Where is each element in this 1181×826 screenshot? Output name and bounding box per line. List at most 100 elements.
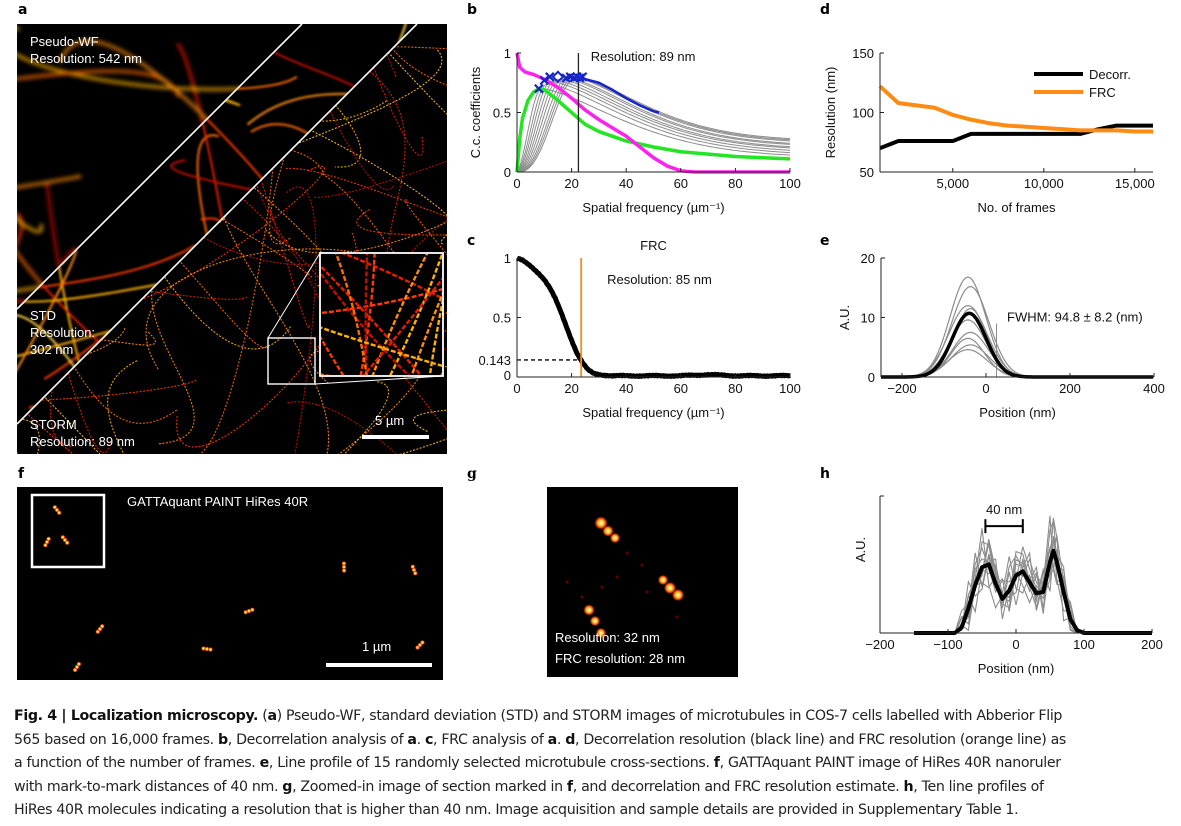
nanoruler-spot [341, 567, 347, 574]
chart-e: −200 0 200 400 0 10 20 Position (nm) A.U. FWHM: 9… [837, 251, 1165, 420]
chart-b: 0 20 40 60 80 100 0 0.5 1 Spatial frequency (µm⁻¹… [468, 46, 801, 215]
microtubule-fiber [190, 95, 447, 222]
inset-source-box[interactable] [267, 337, 316, 385]
caption-text: , Ten line profiles of [913, 778, 1044, 795]
microtubule-image [17, 24, 447, 454]
microtubule-fiber [58, 24, 292, 350]
nanoruler-spot [595, 627, 607, 639]
inset-fiber [321, 326, 442, 367]
microtubule-fiber [440, 138, 447, 245]
caption-bold: b [217, 731, 228, 748]
nanoruler-spot [419, 639, 426, 646]
x-tick-label: −200 [865, 637, 894, 652]
microtubule-fiber [383, 35, 447, 142]
caption-text: , GATTAquant PAINT image of HiRes 40R na… [719, 755, 1061, 771]
nanoruler-spot [657, 574, 669, 586]
nanoruler-spot [249, 607, 255, 613]
scale-bar-label: 5 µm [375, 413, 405, 428]
microtubule-fiber [249, 122, 302, 260]
microtubule-fiber [145, 248, 350, 371]
background-speck [580, 595, 584, 599]
x-tick-label: 0 [513, 381, 520, 396]
peak-marker-x [577, 72, 588, 82]
inset-zoom [321, 254, 442, 375]
panel-label-g: g [467, 466, 477, 482]
caption-text: a function of the number of frames. [14, 755, 260, 771]
microtubule-fiber [162, 413, 417, 423]
peak-marker-x [544, 72, 555, 82]
nanoruler-zoom-spots [565, 516, 685, 639]
microtubule-fiber [196, 134, 291, 424]
profile-line [880, 337, 1154, 378]
chart-d: 5,000 10,000 15,000 50 100 150 No. of frames Re… [823, 46, 1155, 215]
x-tick-label: 200 [1141, 637, 1163, 652]
x-tick-label: 60 [674, 176, 688, 191]
microtubule-fiber [17, 244, 197, 372]
zoom-region-box[interactable] [30, 493, 106, 569]
x-axis-label: Position (nm) [979, 405, 1056, 420]
y-tick-label: 0.143 [478, 353, 511, 368]
microtubule-fiber [265, 30, 447, 254]
x-tick-label: 0 [982, 381, 989, 396]
inset-background [320, 253, 443, 376]
microtubule-fiber [120, 24, 282, 52]
y-tick-label: 1 [504, 46, 511, 61]
frc-resolution-line [878, 84, 1153, 134]
microtubule-fiber [151, 249, 195, 445]
x-tick-label: 100 [779, 381, 801, 396]
microtubule-fiber [17, 24, 104, 30]
caption-text: , Zoomed-in image of section marked in [292, 778, 567, 795]
y-tick-label: 20 [861, 251, 875, 266]
divider-line-std-storm [17, 24, 418, 425]
inset-fiber [364, 254, 369, 375]
panel-label-a: a [18, 2, 28, 18]
x-tick-label: −100 [933, 637, 962, 652]
x-tick-label: 400 [1143, 381, 1165, 396]
microtubule-fiber [188, 99, 276, 454]
microtubule-fiber [50, 154, 95, 447]
caption-bold: a [267, 708, 277, 724]
y-axis-label: A.U. [853, 537, 868, 562]
microtubule-fiber [191, 218, 253, 309]
microtubule-fiber [107, 360, 182, 454]
x-tick-label: −200 [887, 381, 916, 396]
nanoruler-spot [207, 646, 214, 653]
microtubule-fiber [254, 186, 317, 454]
nanoruler-spot [99, 623, 105, 629]
y-tick-label: 150 [852, 46, 874, 61]
x-tick-label: 20 [564, 381, 578, 396]
microtubule-fiber [344, 24, 424, 157]
y-axis-label: A.U. [837, 305, 852, 330]
panel-label-h: h [820, 466, 830, 482]
y-tick-label: 50 [860, 165, 874, 180]
y-tick-label: 0 [504, 368, 511, 383]
peak-marker-diamond [551, 70, 565, 84]
x-tick-label: 200 [1059, 381, 1081, 396]
background-speck [625, 551, 629, 555]
caption-bold: e [259, 755, 270, 771]
y-tick-label: 0 [504, 165, 511, 180]
resolution-storm: Resolution: 89 nm [30, 434, 135, 449]
label-std: STD [30, 308, 56, 323]
chart-title: FRC [640, 238, 667, 253]
profile-line [880, 319, 1154, 378]
inset-box[interactable] [319, 252, 444, 377]
caption-line: with mark-to-mark distances of 40 nm. g,… [14, 776, 1174, 800]
background-speck [565, 580, 569, 584]
microtubule-fiber [269, 24, 447, 245]
microtubule-fiber [17, 418, 40, 454]
profile-line [880, 276, 1154, 378]
caption-text: ) Pseudo-WF, standard deviation (STD) an… [276, 708, 1063, 724]
panel-label-e: e [820, 233, 830, 249]
nanoruler-spot [583, 604, 595, 616]
inset-fiber [389, 254, 442, 375]
caption-text: , Decorrelation analysis of [227, 731, 408, 748]
caption-bold: f [566, 778, 573, 795]
microtubule-fiber [40, 146, 312, 279]
microtubule-fiber [156, 152, 346, 266]
blue-cc-curve [577, 77, 660, 114]
microtubule-fiber [192, 219, 252, 424]
panel-label-b: b [467, 2, 478, 18]
microtubule-fiber [17, 126, 152, 220]
chart-c: 0 20 40 60 80 100 00.143 0.5 1 Spatial frequency … [478, 238, 801, 420]
